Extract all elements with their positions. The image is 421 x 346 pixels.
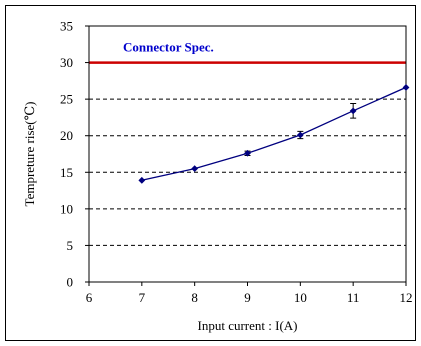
data-point [296, 131, 304, 139]
y-tick-label: 20 [60, 128, 73, 143]
data-point [349, 107, 357, 115]
y-tick-label: 5 [67, 238, 74, 253]
y-tick-label: 30 [60, 55, 73, 70]
data-point [402, 84, 410, 91]
x-axis-label: Input current : I(A) [198, 318, 298, 333]
y-tick-label: 10 [60, 201, 73, 216]
data-point [191, 165, 199, 173]
x-tick-label: 6 [86, 290, 93, 305]
y-tick-label: 0 [67, 275, 74, 290]
x-tick-label: 10 [294, 290, 307, 305]
x-tick-label: 8 [191, 290, 198, 305]
y-axis-label: Tempreture rise(℃) [22, 102, 37, 207]
x-tick-label: 12 [400, 290, 413, 305]
x-tick-label: 7 [139, 290, 146, 305]
y-tick-label: 15 [60, 165, 73, 180]
gridlines [89, 98, 406, 246]
y-tick-label: 35 [60, 19, 73, 34]
series-line [141, 86, 407, 181]
x-axis-ticks: 6 7 8 9 10 11 12 [86, 282, 413, 305]
connector-spec-label: Connector Spec. [123, 40, 214, 55]
y-axis-ticks: 0 5 10 15 20 25 30 35 [60, 19, 89, 290]
data-series [138, 84, 410, 184]
data-point [244, 149, 251, 157]
y-tick-label: 25 [60, 92, 73, 107]
data-point [138, 176, 146, 184]
x-tick-label: 9 [244, 290, 251, 305]
x-tick-label: 11 [347, 290, 360, 305]
